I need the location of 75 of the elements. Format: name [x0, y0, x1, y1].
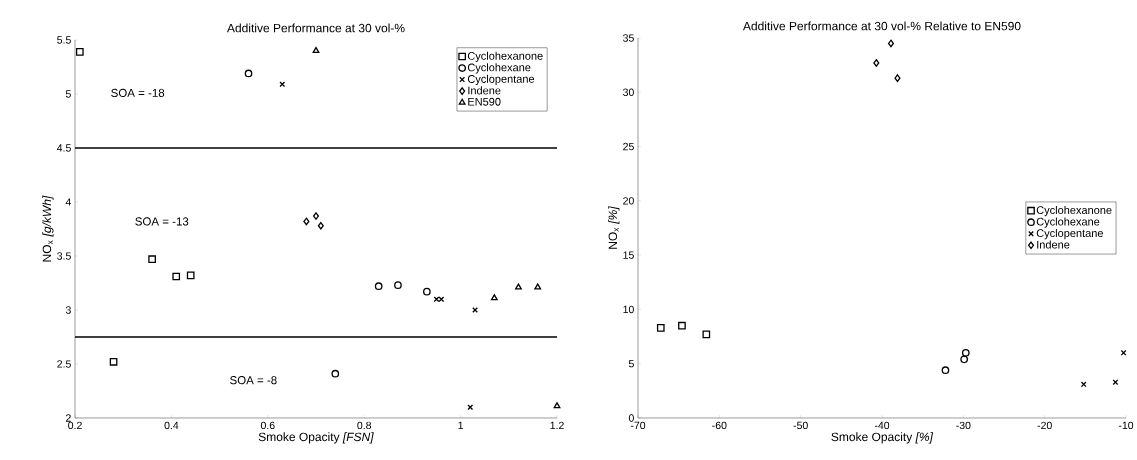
- y-tick-label: 20: [623, 197, 634, 205]
- point: [961, 348, 970, 357]
- legend-label: Cyclopentane: [1036, 228, 1103, 240]
- legend-label: Cyclohexane: [467, 63, 531, 74]
- chart-title: Additive Performance at 30 vol-%: [227, 23, 405, 33]
- x-tick-label: -40: [874, 421, 890, 430]
- point: [331, 369, 340, 378]
- y-tick-label: 5: [628, 360, 634, 368]
- y-tick-label: 15: [623, 251, 634, 259]
- y-tick-label: 35: [623, 34, 634, 42]
- annotation: SOA = -8: [230, 376, 277, 385]
- legend-label: Cyclopentane: [467, 74, 535, 86]
- x-tick-label: -30: [956, 421, 971, 430]
- legend-label: Cyclohexane: [1036, 217, 1100, 228]
- point: [394, 281, 402, 289]
- x-tick-label: 0.8: [357, 421, 372, 430]
- x-tick-label: -60: [712, 421, 727, 430]
- point: [553, 402, 561, 409]
- point: [109, 357, 118, 366]
- point: [423, 287, 431, 296]
- y-tick-label: 4: [65, 198, 71, 206]
- point: [873, 59, 880, 67]
- point: [303, 217, 310, 226]
- point: [172, 272, 181, 281]
- chart-title: Additive Performance at 30 vol-% Relative to EN590: [742, 21, 1021, 31]
- y-tick-label: 3.5: [57, 252, 71, 260]
- point: [887, 39, 895, 48]
- point: [656, 324, 665, 332]
- x-axis-title: Smoke Opacity [%]: [831, 432, 934, 444]
- y-tick-label: 10: [623, 305, 634, 314]
- point: [312, 46, 320, 54]
- y-tick-label: 3: [65, 306, 71, 314]
- x-axis-title: Smoke Opacity [FSN]: [258, 432, 374, 444]
- point: [1120, 349, 1127, 356]
- y-axis-title: NO$_{x}$ [g/kWh]: [42, 195, 54, 262]
- x-tick-label: -70: [630, 421, 646, 430]
- point: [960, 355, 969, 364]
- point: [186, 271, 195, 280]
- x-tick-label: -50: [793, 421, 808, 430]
- legend-label: Cyclohexanone: [467, 51, 543, 62]
- point: [312, 212, 320, 220]
- legend-label: Indene: [1037, 240, 1070, 249]
- point: [148, 255, 156, 264]
- x-tick-label: 1.2: [550, 421, 564, 430]
- x-tick-label: 1: [458, 421, 464, 429]
- point: [244, 69, 253, 78]
- point: [1112, 379, 1119, 386]
- legend-label: EN590: [468, 97, 501, 106]
- point: [75, 48, 84, 56]
- point: [317, 221, 324, 230]
- legend-label: Cyclohexanone: [1036, 205, 1112, 217]
- point: [515, 283, 522, 290]
- y-tick-label: 25: [623, 142, 634, 151]
- annotation: SOA = -18: [111, 88, 165, 97]
- point: [534, 283, 542, 290]
- x-tick-label: 0.4: [164, 421, 179, 430]
- x-tick-label: -20: [1037, 421, 1052, 430]
- x-tick-label: 0.2: [68, 421, 82, 430]
- x-tick-label: -10: [1118, 421, 1134, 430]
- point: [894, 74, 901, 82]
- y-tick-label: 30: [623, 88, 634, 96]
- point: [941, 366, 950, 375]
- y-tick-label: 2.5: [57, 360, 71, 368]
- y-tick-label: 4.5: [56, 144, 71, 152]
- annotation: SOA = -13: [135, 217, 189, 226]
- point: [374, 282, 383, 291]
- point: [678, 321, 686, 330]
- y-tick-label: 5: [65, 90, 71, 98]
- y-axis-title: NO$_{x}$ [%]: [608, 206, 620, 249]
- point: [702, 330, 711, 339]
- legend-label: Indene: [468, 86, 501, 95]
- y-tick-label: 2: [66, 414, 71, 422]
- y-tick-label: 5.5: [57, 36, 71, 44]
- x-tick-label: 0.6: [260, 421, 275, 430]
- y-tick-label: 0: [628, 414, 634, 422]
